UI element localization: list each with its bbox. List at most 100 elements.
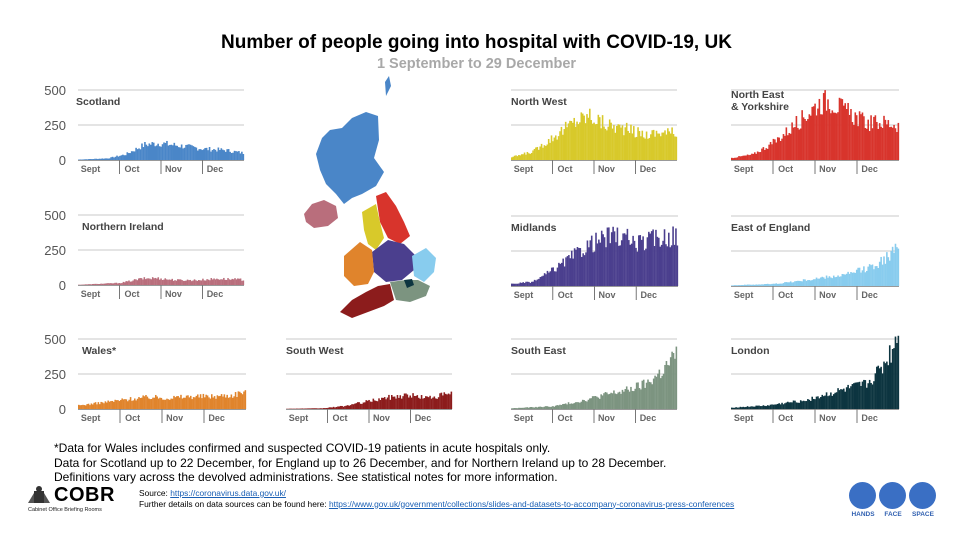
bar-east_of_england-79	[844, 274, 847, 286]
bar-south_east-45	[574, 402, 577, 409]
bar-northern_ireland-57	[157, 277, 160, 285]
bar-east_of_england-103	[878, 261, 881, 286]
bar-london-54	[808, 399, 811, 409]
bar-north_west-12	[528, 153, 530, 160]
bar-north_east-23	[764, 149, 766, 160]
bar-london-103	[878, 368, 881, 409]
bar-south_west-37	[338, 406, 341, 409]
bar-south_west-19	[312, 408, 315, 409]
bar-south_east-1	[512, 408, 514, 409]
bar-south_east-76	[618, 391, 621, 409]
bar-midlands-15	[532, 281, 534, 286]
bar-north_east-58	[814, 103, 816, 160]
bar-midlands-0	[511, 283, 513, 286]
bar-northern_ireland-31	[121, 283, 123, 285]
bar-south_west-108	[439, 393, 441, 409]
bar-scotland-64	[172, 145, 174, 160]
bar-south_east-54	[587, 399, 590, 409]
bar-wales-79	[188, 397, 191, 409]
bar-london-37	[784, 403, 786, 409]
bar-wales-40	[134, 398, 136, 409]
bar-south_east-112	[669, 357, 672, 409]
bar-south_west-27	[324, 408, 326, 409]
bar-south_east-110	[667, 364, 669, 409]
bar-south_east-13	[529, 407, 532, 409]
bar-scotland-48	[148, 143, 151, 160]
bar-midlands-23	[543, 273, 546, 286]
bar-south_west-105	[434, 398, 437, 409]
bar-northern_ireland-76	[184, 280, 186, 285]
bar-north_east-81	[847, 102, 849, 160]
bar-south_west-82	[402, 396, 404, 409]
bar-wales-62	[164, 399, 167, 409]
x-tick-label-north_west-2: Nov	[598, 164, 615, 174]
bar-east_of_england-11	[746, 284, 749, 286]
bar-northern_ireland-88	[200, 280, 203, 285]
bar-northern_ireland-26	[114, 282, 116, 285]
source-link[interactable]: https://coronavirus.data.gov.uk/	[170, 488, 286, 498]
bar-east_of_england-115	[896, 247, 898, 286]
bar-north_west-40	[567, 123, 570, 160]
bar-north_west-25	[546, 144, 549, 160]
bar-east_of_england-43	[792, 282, 795, 286]
bar-east_of_england-73	[835, 276, 838, 286]
bar-north_west-100	[652, 129, 655, 160]
bar-north_east-61	[818, 98, 821, 160]
bar-midlands-87	[635, 247, 637, 286]
bar-northern_ireland-16	[100, 283, 102, 285]
bar-south_east-40	[567, 402, 570, 409]
bar-northern_ireland-92	[206, 279, 208, 285]
x-tick-label-northern_ireland-0: Sept	[81, 289, 101, 299]
bar-north_west-24	[545, 145, 547, 160]
bar-northern_ireland-68	[172, 280, 175, 285]
bar-south_west-97	[423, 398, 426, 409]
bar-north_west-89	[637, 127, 639, 160]
bar-south_east-11	[526, 407, 529, 409]
bar-midlands-34	[559, 263, 562, 286]
bar-midlands-44	[573, 248, 576, 286]
bar-northern_ireland-102	[220, 279, 222, 285]
x-tick-label-east_of_england-2: Nov	[819, 290, 836, 300]
bar-scotland-50	[151, 142, 154, 160]
bar-northern_ireland-86	[197, 280, 200, 285]
bar-south_east-68	[607, 394, 610, 409]
bar-north_west-95	[645, 131, 648, 160]
bar-london-76	[840, 389, 842, 409]
bar-northern_ireland-6	[86, 284, 88, 285]
x-tick-label-northern_ireland-3: Dec	[207, 289, 224, 299]
bar-east_of_england-93	[864, 272, 867, 286]
bar-south_west-29	[327, 407, 329, 409]
bar-north_west-65	[603, 126, 605, 160]
bar-east_of_england-90	[860, 272, 862, 286]
bar-wales-23	[110, 401, 112, 409]
bar-wales-67	[171, 398, 174, 409]
bar-wales-3	[82, 404, 84, 409]
bar-northern_ireland-11	[93, 283, 95, 285]
details-link[interactable]: https://www.gov.uk/government/collection…	[328, 498, 735, 509]
bar-midlands-19	[538, 278, 540, 286]
bar-north_west-6	[519, 155, 522, 160]
bar-north_west-43	[572, 122, 574, 160]
bar-east_of_england-1	[732, 285, 735, 286]
bar-midlands-79	[623, 233, 626, 286]
map-northern-ireland	[304, 200, 338, 228]
bar-wales-97	[213, 396, 216, 409]
cobr-logo-text: COBR	[54, 484, 115, 506]
bar-north_west-28	[550, 135, 553, 160]
bar-scotland-82	[198, 149, 201, 160]
bar-london-22	[762, 405, 765, 409]
bar-london-36	[782, 404, 785, 409]
bar-south_east-64	[601, 395, 604, 409]
bar-midlands-63	[600, 230, 603, 286]
bar-northern_ireland-97	[213, 278, 215, 285]
bar-wales-57	[157, 398, 160, 409]
bar-northern_ireland-83	[193, 279, 196, 285]
bar-london-44	[794, 400, 796, 409]
bar-north_east-9	[743, 155, 746, 160]
bar-east_of_england-83	[850, 272, 852, 286]
bar-south_east-59	[594, 396, 597, 409]
bar-north_west-62	[598, 117, 601, 160]
bar-south_west-87	[409, 395, 412, 409]
bar-scotland-11	[94, 158, 96, 160]
bar-scotland-43	[141, 143, 143, 160]
